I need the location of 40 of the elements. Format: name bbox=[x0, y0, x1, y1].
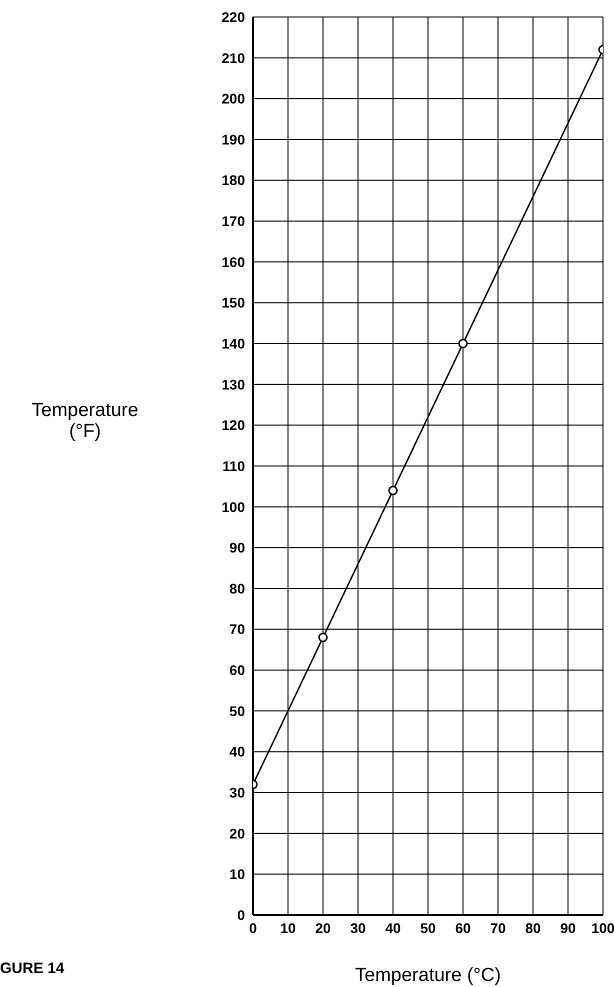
x-tick-label: 90 bbox=[560, 920, 576, 936]
text: GURE 14 bbox=[0, 960, 64, 977]
point bbox=[388, 486, 398, 496]
y-tick-label: 160 bbox=[222, 254, 246, 270]
x-tick-label: 10 bbox=[280, 920, 296, 936]
y-tick-label: 0 bbox=[237, 906, 246, 923]
y-tick-label: 100 bbox=[222, 498, 246, 515]
y-tick-label: 30 bbox=[229, 784, 246, 801]
x-tick-label: 0 bbox=[249, 920, 258, 936]
y-tick-label: 110 bbox=[222, 458, 246, 474]
point bbox=[318, 632, 328, 642]
y-tick-label: 140 bbox=[222, 336, 246, 352]
y-tick-label: 210 bbox=[222, 50, 246, 66]
x-tick-label: 30 bbox=[350, 920, 366, 936]
y-tick-label: 130 bbox=[222, 376, 246, 392]
y-tick-label: 40 bbox=[229, 744, 246, 760]
y-tick-label: 170 bbox=[222, 213, 246, 230]
x-axis-title: Temperature (°C) bbox=[355, 965, 501, 986]
y-tick-label: 90 bbox=[229, 540, 246, 556]
x-tick-label: 80 bbox=[525, 920, 541, 936]
y-tick-label: 70 bbox=[229, 621, 246, 638]
x-tick-label: 60 bbox=[455, 920, 471, 936]
y-tick-label: 120 bbox=[222, 417, 246, 434]
x-tick-label: 50 bbox=[420, 920, 436, 936]
y-tick-label: 60 bbox=[229, 662, 246, 678]
x-tick-label: 40 bbox=[385, 920, 401, 936]
y-tick-label: 50 bbox=[229, 702, 246, 719]
x-tick-label: 100 bbox=[591, 920, 614, 936]
y-tick-label: 150 bbox=[222, 294, 246, 311]
y-tick-label: 220 bbox=[222, 8, 246, 25]
point bbox=[458, 338, 468, 348]
y-tick-label: 20 bbox=[229, 825, 246, 842]
y-tick-label: 200 bbox=[222, 90, 246, 107]
y-tick-label: 190 bbox=[222, 131, 246, 148]
x-tick-label: 20 bbox=[315, 920, 331, 936]
y-tick-label: 80 bbox=[229, 580, 246, 596]
y-axis-title: Temperature (°F) bbox=[30, 400, 140, 442]
y-tick-label: 180 bbox=[222, 172, 246, 188]
x-tick-label: 70 bbox=[490, 920, 506, 936]
y-tick-label: 10 bbox=[229, 866, 246, 882]
